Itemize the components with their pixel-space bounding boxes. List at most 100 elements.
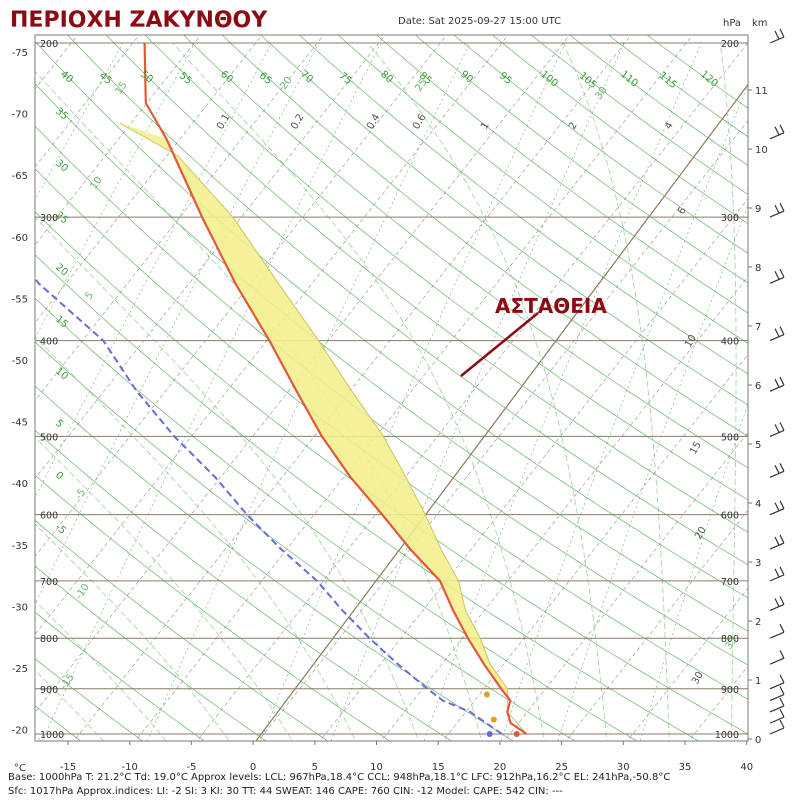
x-tick-label: 30 [617,762,630,773]
level-marker-dot [483,691,490,698]
mixing-ratio-line [260,42,566,741]
isotherm-line [35,35,509,635]
mixing-ratio-label: 4 [663,120,676,131]
info-line-2: Sfc: 1017hPa Approx.indices: LI: -2 SI: … [8,786,563,797]
isobar-label-right: 600 [721,511,739,522]
km-tick-label: 2 [755,617,761,628]
wind-barb-flag [779,534,785,544]
mixing-ratio-label: 6 [676,205,689,216]
left-temp-tick-label: -20 [12,726,28,737]
wind-barb-flag [779,268,785,278]
dry-adiabat-line [35,168,748,700]
isotherm-line [134,35,693,741]
wind-barb-staff [769,470,785,478]
mixing-ratio-line [423,42,702,741]
km-tick-label: 8 [755,263,761,274]
wind-barb-flag [774,598,780,607]
isotherm-line [35,35,447,557]
isotherm-line [35,35,324,402]
moist-adiabat-line [35,669,105,741]
dry-adiabat-line [35,385,514,741]
left-temp-tick-label: -65 [12,171,28,182]
isobar-label-right: 200 [721,39,739,50]
isobar-label-left: 600 [40,511,58,522]
isobar-label-left: 500 [40,432,58,443]
moist-adiabat-line [172,42,545,741]
dry-adiabat-line [414,35,748,284]
x-tick-label: -10 [122,762,138,773]
km-tick-label: 10 [755,145,768,156]
instability-annotation-label: ΑΣΤΑΘΕΙΑ [495,294,607,318]
wind-barb-staff [769,727,785,735]
dry-adiabat-line [35,565,267,741]
wind-barb-flag [779,708,785,718]
wind-barb-flag [779,422,785,431]
x-tick-label: 25 [555,762,568,773]
left-temp-tick-label: -70 [12,110,28,121]
dry-adiabat-line [35,474,391,741]
isotherm-line [73,35,632,741]
wind-barb-flag [779,697,785,707]
info-line-1: Base: 1000hPa T: 21.2°C Td: 19.0°C Appro… [8,772,670,783]
x-tick-label: 5 [312,762,318,773]
km-tick-label: 9 [755,204,761,215]
wind-barb-flag [779,28,785,38]
dry-adiabat-line [337,35,748,344]
level-marker-dot [490,716,497,723]
isotherm-line [35,35,570,713]
isobar-label-right: 700 [721,577,739,588]
date-label: Date: Sat 2025-09-27 15:00 UTC [398,16,561,27]
wind-barb-staff [769,276,785,284]
wind-barb-flag [779,596,785,605]
isobar-label-left: 200 [40,39,58,50]
km-tick-label: 5 [755,440,761,451]
wind-barb-flag [779,649,785,659]
isobar-label-right: 800 [721,634,739,645]
x-tick-label: -5 [186,762,196,773]
mixing-ratio-label: 1 [479,120,492,131]
wind-barb-flag [779,686,785,695]
isotherm-line [35,35,201,246]
km-tick-label: 0 [755,735,761,746]
wind-barb-staff [769,603,785,612]
km-tick-label: 6 [755,381,761,392]
chart-title: ΠΕΡΙΟΧΗ ΖΑΚΥΝΘΟΥ [10,8,268,33]
instability-arrow [460,312,539,377]
mixing-ratio-line [330,42,625,741]
isobar-label-left: 1000 [40,730,64,741]
wind-barb-staff [769,210,785,218]
dry-adiabat-line [35,429,453,741]
wind-barb-staff [769,542,785,550]
left-temp-tick-label: -50 [12,356,28,367]
left-temp-tick-label: -75 [12,48,28,59]
x-tick-label: 20 [494,762,507,773]
dry-adiabat-line [35,519,329,741]
wind-barb-flag [774,378,780,388]
left-temp-tick-label: -25 [12,664,28,675]
moist-adiabat-line [35,600,167,741]
mixing-ratio-line [35,42,272,499]
dry-adiabat-label-left: 5 [53,418,65,431]
km-tick-label: 7 [755,322,761,333]
moist-adiabat-line [35,523,230,741]
wind-barb-flag [774,568,780,578]
km-unit-label: km [752,18,768,29]
mixing-ratio-line [557,204,748,741]
wind-barb-staff [769,705,785,713]
dry-adiabat-line [183,35,748,469]
x-tick-label: 0 [250,762,256,773]
isotherm-line [35,35,263,324]
isobar-label-left: 700 [40,577,58,588]
left-temp-tick-label: -40 [12,479,28,490]
x-tick-label: 35 [679,762,692,773]
wind-barb-flag [774,126,780,136]
moist-adiabat-line [719,42,737,741]
wind-barb-staff [769,36,785,44]
isobar-label-right: 900 [721,685,739,696]
x-tick-label: -15 [60,762,76,773]
dry-adiabat-line [376,35,748,314]
isobar-label-right: 300 [721,213,739,224]
isobar-label-left: 300 [40,213,58,224]
moist-adiabat-line [35,336,357,741]
